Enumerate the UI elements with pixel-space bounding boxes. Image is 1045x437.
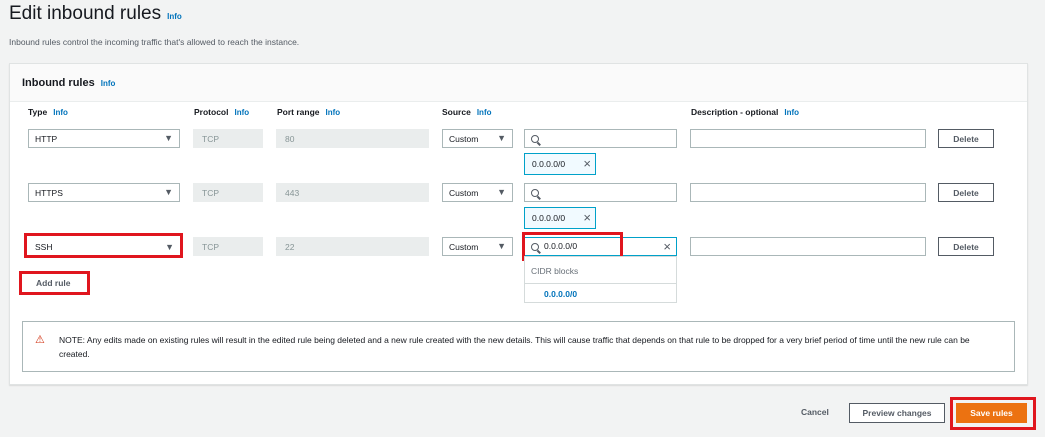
type-select-ssh[interactable]: SSH ▼ — [24, 233, 183, 258]
protocol-field: TCP — [193, 129, 263, 148]
search-icon — [531, 134, 539, 143]
col-description: Description - optional Info — [691, 107, 800, 117]
search-icon — [531, 242, 539, 251]
source-select[interactable]: Custom ▼ — [442, 183, 513, 202]
caret-down-icon: ▼ — [165, 242, 174, 252]
col-protocol: Protocol Info — [194, 107, 250, 117]
caret-down-icon: ▼ — [497, 133, 506, 143]
delete-button[interactable]: Delete — [938, 237, 994, 256]
info-link[interactable]: Info — [234, 108, 250, 117]
source-select[interactable]: Custom ▼ — [442, 237, 513, 256]
port-range-field: 443 — [276, 183, 429, 202]
add-rule-button[interactable]: Add rule — [19, 271, 90, 295]
description-input[interactable] — [690, 183, 926, 202]
source-search-input[interactable] — [524, 129, 677, 148]
port-range-field: 80 — [276, 129, 429, 148]
source-search-input[interactable] — [524, 183, 677, 202]
source-search-input[interactable]: 0.0.0.0/0 × — [524, 237, 677, 256]
protocol-field: TCP — [193, 237, 263, 256]
description-input[interactable] — [690, 237, 926, 256]
info-link[interactable]: Info — [53, 108, 68, 117]
port-range-field: 22 — [276, 237, 429, 256]
warning-icon: ⚠ — [35, 334, 45, 346]
cancel-button[interactable]: Cancel — [801, 407, 829, 417]
col-source: Source Info — [442, 107, 492, 117]
col-port-range: Port range Info — [277, 107, 341, 117]
panel-header: Inbound rules Info — [10, 64, 1027, 102]
dropdown-option[interactable]: 0.0.0.0/0 — [544, 289, 578, 299]
note-alert: ⚠ NOTE: Any edits made on existing rules… — [22, 321, 1015, 372]
info-link[interactable]: Info — [784, 108, 800, 117]
caret-down-icon: ▼ — [164, 133, 173, 143]
source-dropdown: CIDR blocks 0.0.0.0/0 — [524, 256, 677, 303]
info-link[interactable]: Info — [325, 108, 341, 117]
type-select-http[interactable]: HTTP ▼ — [28, 129, 180, 148]
delete-button[interactable]: Delete — [938, 129, 994, 148]
protocol-field: TCP — [193, 183, 263, 202]
cidr-chip: 0.0.0.0/0 × — [524, 207, 596, 229]
highlight-box — [950, 397, 1036, 430]
remove-icon[interactable]: × — [583, 156, 591, 171]
info-link[interactable]: Info — [100, 79, 116, 88]
caret-down-icon: ▼ — [497, 241, 506, 251]
source-select[interactable]: Custom ▼ — [442, 129, 513, 148]
search-icon — [531, 188, 539, 197]
caret-down-icon: ▼ — [497, 187, 506, 197]
caret-down-icon: ▼ — [164, 187, 173, 197]
page-title: Edit inbound rules Info — [9, 3, 182, 24]
type-select-https[interactable]: HTTPS ▼ — [28, 183, 180, 202]
info-link[interactable]: Info — [476, 108, 492, 117]
cidr-chip: 0.0.0.0/0 × — [524, 153, 596, 175]
note-text: NOTE: Any edits made on existing rules w… — [59, 335, 970, 359]
delete-button[interactable]: Delete — [938, 183, 994, 202]
dropdown-group-label: CIDR blocks — [531, 266, 579, 276]
info-link[interactable]: Info — [167, 12, 182, 21]
col-type: Type Info — [28, 107, 68, 117]
description-input[interactable] — [690, 129, 926, 148]
save-rules-button[interactable]: Save rules — [956, 403, 1027, 423]
clear-icon[interactable]: × — [663, 239, 671, 254]
page-subtitle: Inbound rules control the incoming traff… — [9, 37, 300, 47]
remove-icon[interactable]: × — [583, 210, 591, 225]
preview-changes-button[interactable]: Preview changes — [849, 403, 945, 423]
panel-title: Inbound rules Info — [22, 77, 116, 89]
